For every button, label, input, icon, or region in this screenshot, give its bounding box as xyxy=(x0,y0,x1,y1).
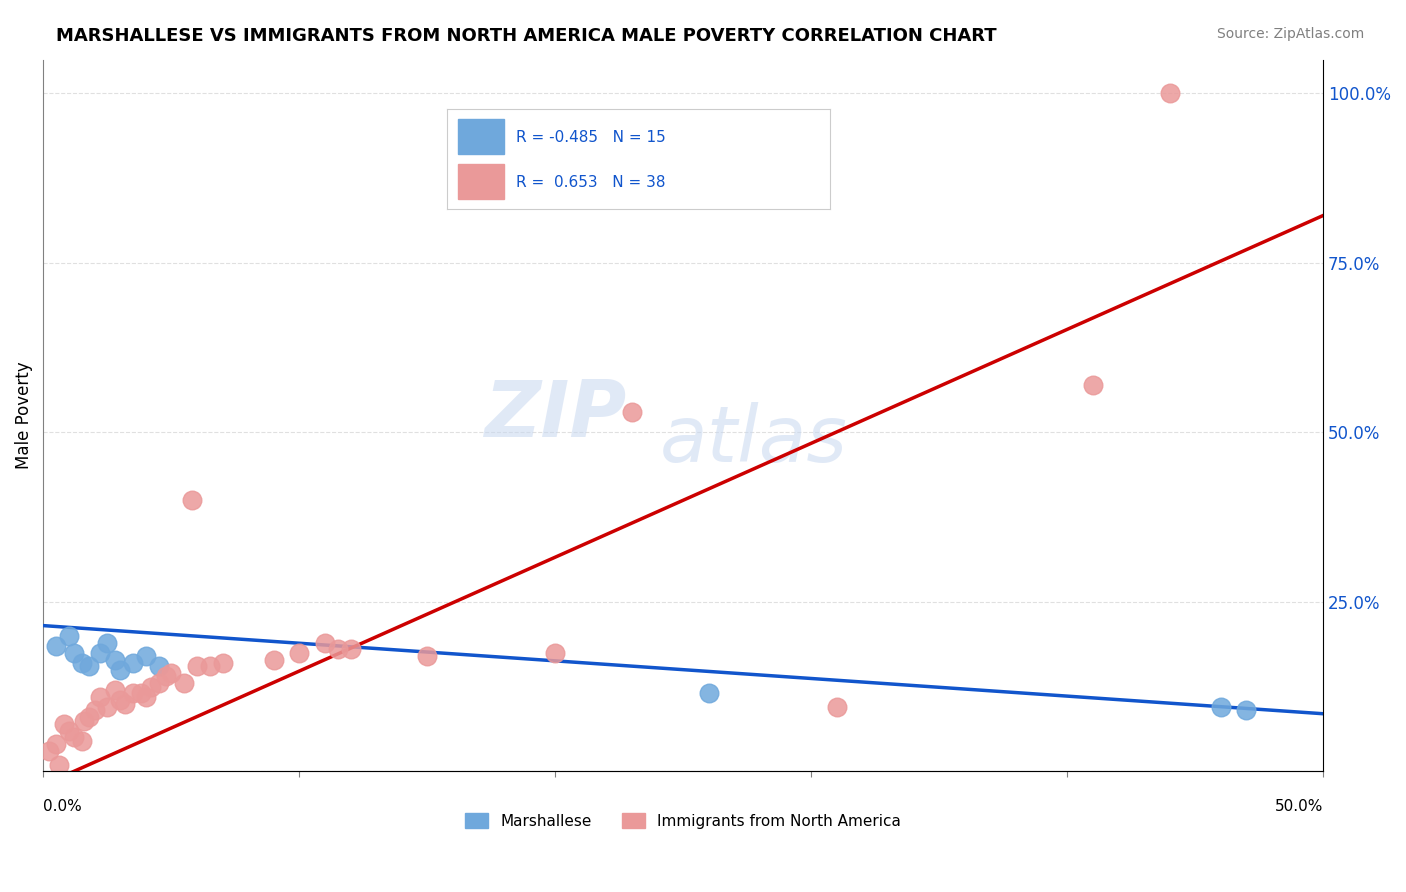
Point xyxy=(173,676,195,690)
Point xyxy=(148,659,170,673)
Point xyxy=(52,717,75,731)
Point xyxy=(1234,703,1257,717)
Text: Source: ZipAtlas.com: Source: ZipAtlas.com xyxy=(1216,27,1364,41)
Point xyxy=(89,646,111,660)
Point xyxy=(73,714,96,728)
Text: ZIP: ZIP xyxy=(484,377,627,453)
Point xyxy=(288,646,311,660)
Point xyxy=(1209,700,1232,714)
Point xyxy=(160,666,183,681)
Point xyxy=(104,683,127,698)
Text: 50.0%: 50.0% xyxy=(1275,799,1323,814)
Point xyxy=(58,723,80,738)
Point xyxy=(544,646,567,660)
Y-axis label: Male Poverty: Male Poverty xyxy=(15,361,32,469)
Point xyxy=(697,686,720,700)
Point xyxy=(89,690,111,704)
Point xyxy=(339,642,361,657)
Point xyxy=(58,629,80,643)
Point xyxy=(48,757,70,772)
Point xyxy=(63,646,86,660)
Point xyxy=(96,700,118,714)
Point xyxy=(83,703,105,717)
Point xyxy=(70,734,93,748)
Text: atlas: atlas xyxy=(659,402,848,478)
Point xyxy=(38,744,60,758)
Point xyxy=(104,652,127,666)
Point xyxy=(416,649,439,664)
Point xyxy=(211,656,233,670)
Point xyxy=(96,635,118,649)
Point xyxy=(79,659,101,673)
Point xyxy=(148,676,170,690)
Point xyxy=(79,710,101,724)
Text: MARSHALLESE VS IMMIGRANTS FROM NORTH AMERICA MALE POVERTY CORRELATION CHART: MARSHALLESE VS IMMIGRANTS FROM NORTH AME… xyxy=(56,27,997,45)
Point xyxy=(263,652,285,666)
Point xyxy=(114,697,136,711)
Point xyxy=(1159,87,1181,101)
Point xyxy=(326,642,349,657)
Point xyxy=(1081,378,1104,392)
Point xyxy=(129,686,152,700)
Point xyxy=(135,690,157,704)
Point xyxy=(122,686,145,700)
Point xyxy=(135,649,157,664)
Point xyxy=(122,656,145,670)
Point xyxy=(825,700,848,714)
Point xyxy=(63,731,86,745)
Point xyxy=(108,693,131,707)
Text: 0.0%: 0.0% xyxy=(44,799,82,814)
Point xyxy=(314,635,336,649)
Point xyxy=(45,737,67,751)
Point xyxy=(155,669,177,683)
Point xyxy=(139,680,162,694)
Point xyxy=(180,493,202,508)
Point xyxy=(108,663,131,677)
Point xyxy=(70,656,93,670)
Point xyxy=(621,405,644,419)
Point xyxy=(198,659,221,673)
Point xyxy=(186,659,208,673)
Point xyxy=(45,639,67,653)
Legend: Marshallese, Immigrants from North America: Marshallese, Immigrants from North Ameri… xyxy=(460,806,907,835)
